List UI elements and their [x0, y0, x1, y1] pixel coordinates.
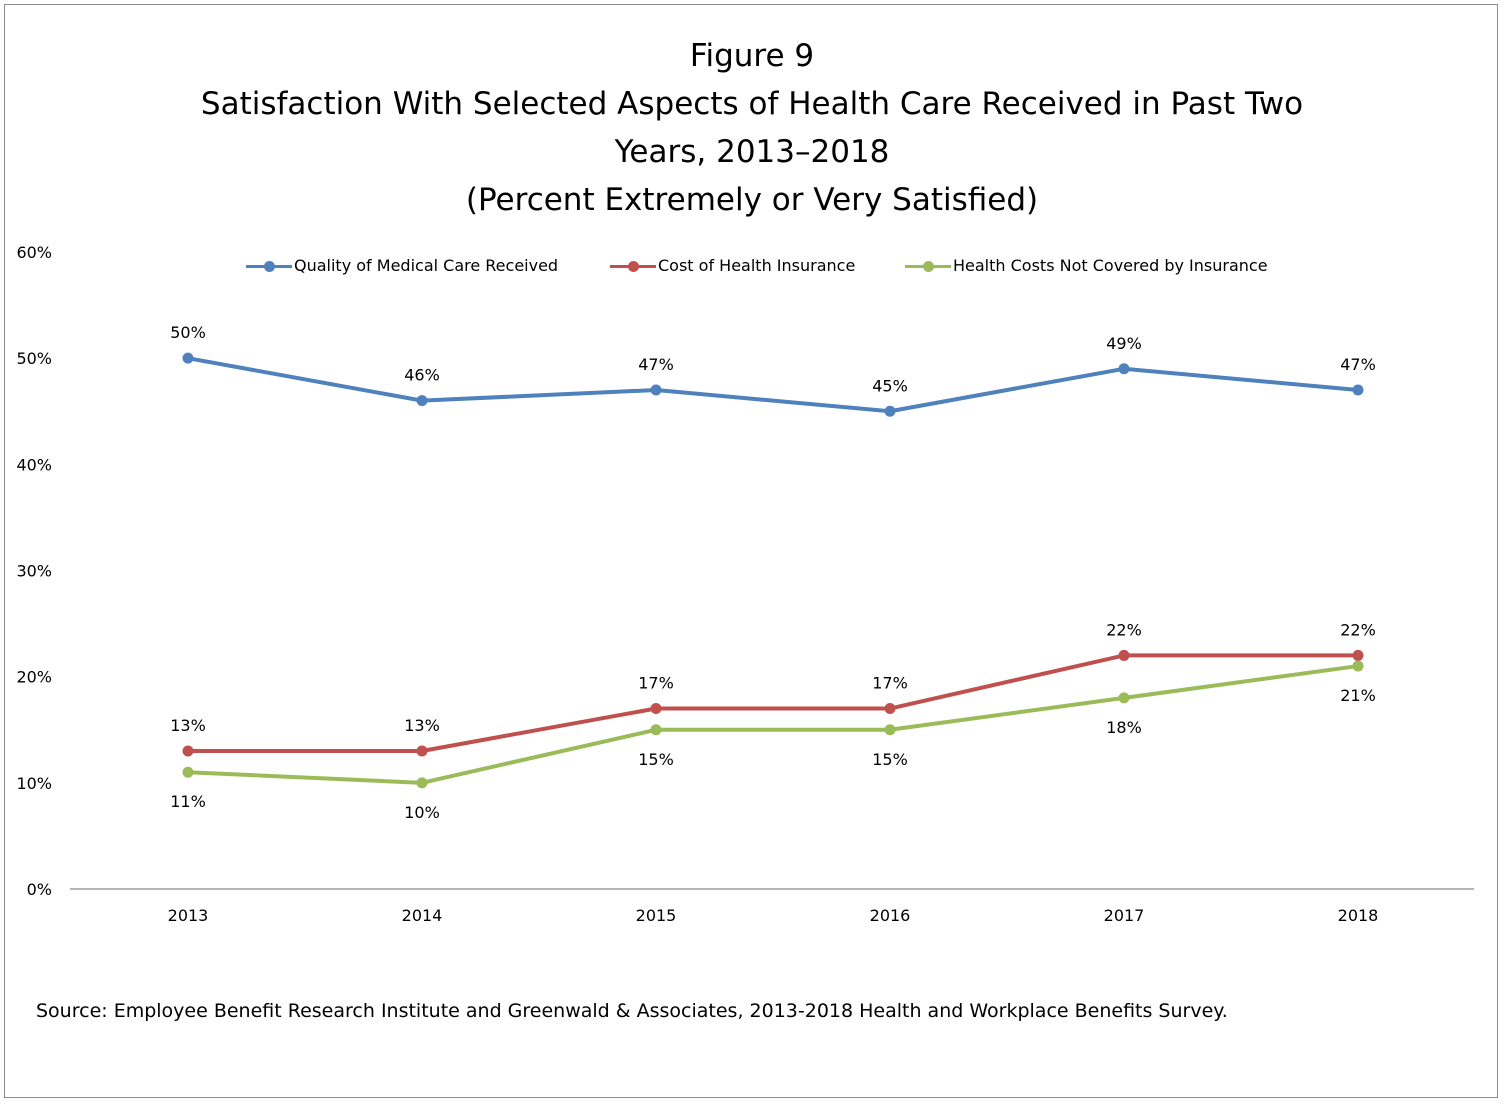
- x-tick-label: 2014: [402, 906, 443, 925]
- series-line-3: [186, 664, 1360, 785]
- y-tick-label: 60%: [16, 243, 52, 262]
- y-tick-label: 10%: [16, 774, 52, 793]
- series-line-1: [186, 356, 1360, 414]
- data-point-series-1: [884, 405, 896, 417]
- data-label-series-2: 13%: [170, 716, 206, 735]
- data-label-series-3: 18%: [1106, 718, 1142, 737]
- series-line-2: [186, 653, 1360, 753]
- data-point-series-2: [1352, 649, 1364, 661]
- legend-marker-cost: [628, 261, 639, 272]
- data-label-series-1: 46%: [404, 366, 440, 385]
- data-point-series-2: [416, 745, 428, 757]
- data-point-series-1: [1118, 363, 1130, 375]
- data-label-series-2: 13%: [404, 716, 440, 735]
- data-label-series-2: 17%: [872, 674, 908, 693]
- data-point-series-3: [650, 724, 662, 736]
- data-point-series-3: [1352, 660, 1364, 672]
- legend-label-uncovered: Health Costs Not Covered by Insurance: [953, 256, 1268, 275]
- data-point-series-3: [416, 777, 428, 789]
- data-label-series-1: 45%: [872, 376, 908, 395]
- data-point-series-2: [884, 703, 896, 715]
- data-label-series-3: 15%: [638, 750, 674, 769]
- data-point-series-2: [650, 703, 662, 715]
- y-tick-label: 50%: [16, 349, 52, 368]
- chart-subtitle-line-2: Years, 2013–2018: [614, 134, 890, 170]
- legend-label-cost: Cost of Health Insurance: [658, 256, 856, 275]
- data-point-series-1: [1352, 384, 1364, 396]
- source-note: Source: Employee Benefit Research Instit…: [36, 1000, 1228, 1022]
- data-label-series-2: 22%: [1340, 620, 1376, 639]
- chart-frame: [4, 4, 1498, 1098]
- legend-label-quality: Quality of Medical Care Received: [294, 256, 559, 275]
- data-label-series-3: 21%: [1340, 686, 1376, 705]
- data-point-series-2: [1118, 649, 1130, 661]
- data-label-series-1: 50%: [170, 323, 206, 342]
- data-point-series-3: [1118, 692, 1130, 704]
- chart-title: Figure 9: [689, 38, 815, 74]
- y-tick-label: 30%: [16, 562, 52, 581]
- data-point-series-1: [650, 384, 662, 396]
- data-label-series-3: 15%: [872, 750, 908, 769]
- legend-marker-uncovered: [923, 261, 934, 272]
- x-tick-label: 2015: [636, 906, 677, 925]
- y-tick-label: 40%: [16, 455, 52, 474]
- x-tick-label: 2016: [870, 906, 911, 925]
- data-label-series-1: 47%: [638, 355, 674, 374]
- data-label-series-3: 10%: [404, 803, 440, 822]
- x-tick-label: 2013: [168, 906, 209, 925]
- data-label-series-2: 22%: [1106, 620, 1142, 639]
- data-point-series-2: [182, 745, 194, 757]
- chart-subtitle-line-1: Satisfaction With Selected Aspects of He…: [200, 86, 1304, 122]
- data-label-series-1: 47%: [1340, 355, 1376, 374]
- y-tick-label: 20%: [16, 668, 52, 687]
- data-point-series-3: [884, 724, 896, 736]
- data-label-series-2: 17%: [638, 674, 674, 693]
- data-point-series-3: [182, 766, 194, 778]
- data-point-series-1: [182, 352, 194, 364]
- data-label-series-3: 11%: [170, 792, 206, 811]
- data-point-series-1: [416, 395, 428, 407]
- y-tick-label: 0%: [27, 880, 52, 899]
- chart-subtitle-line-3: (Percent Extremely or Very Satisfied): [465, 182, 1039, 218]
- legend-marker-quality: [264, 261, 275, 272]
- x-tick-label: 2018: [1338, 906, 1379, 925]
- x-tick-label: 2017: [1104, 906, 1145, 925]
- data-label-series-1: 49%: [1106, 334, 1142, 353]
